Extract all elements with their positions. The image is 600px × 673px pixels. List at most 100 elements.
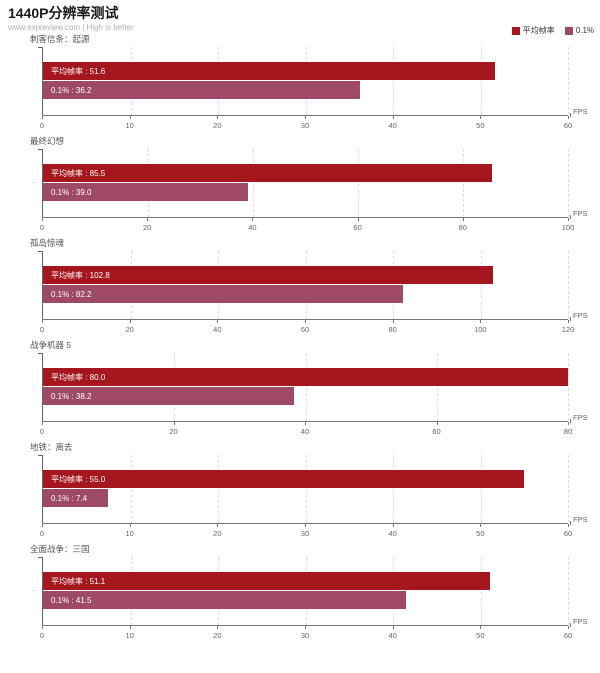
axis-tick-label: 30 <box>300 529 310 538</box>
axis-tick <box>480 116 482 119</box>
axis-tick-label: 0 <box>39 223 45 232</box>
axis-tick-label: 0 <box>39 631 45 640</box>
low-fps-bar: 0.1% : 38.2 <box>43 387 294 405</box>
low-fps-bar: 0.1% : 41.5 <box>43 591 407 609</box>
axis-tick-label: 10 <box>125 631 134 640</box>
axis-tick <box>392 320 394 323</box>
axis-tick-label: 0 <box>39 325 45 334</box>
axis-tick <box>568 320 569 323</box>
axis-tick-label: 40 <box>388 529 397 538</box>
axis-tick <box>480 524 482 527</box>
axis-tick <box>217 524 219 527</box>
axis-tick-label: 60 <box>563 121 573 130</box>
bar-value-label: 0.1% : 7.4 <box>51 493 88 503</box>
axis-unit-label: FPS <box>570 515 588 525</box>
bar-group: 平均帧率 : 55.0 0.1% : 7.4 <box>43 470 568 508</box>
axis-tick <box>568 422 569 425</box>
axis-tick <box>568 218 569 221</box>
axis-tick <box>480 626 482 629</box>
axis-tick-label: 100 <box>561 223 575 232</box>
gridline <box>568 455 569 523</box>
axis-tick-label: 120 <box>561 325 575 334</box>
x-axis: 0 10 20 30 40 50 60 FPS <box>39 515 588 545</box>
axis-tick <box>147 218 149 221</box>
bar-value-label: 0.1% : 36.2 <box>51 85 92 95</box>
axis-tick <box>129 320 131 323</box>
axis-tick <box>436 422 438 425</box>
axis-tick-label: 40 <box>300 427 310 436</box>
x-axis: 0 10 20 30 40 50 60 FPS <box>39 107 588 137</box>
gridline <box>568 353 569 421</box>
axis-tick-label: 40 <box>388 631 397 640</box>
plot-area: 平均帧率 : 80.0 0.1% : 38.2 <box>38 353 569 421</box>
bar-value-label: 平均帧率 : 80.0 <box>51 372 106 382</box>
bar-value-label: 平均帧率 : 85.5 <box>51 168 106 178</box>
axis-tick-label: 20 <box>169 427 178 436</box>
low-fps-bar: 0.1% : 36.2 <box>43 81 360 99</box>
axis-tick <box>392 626 394 629</box>
axis-tick-label: 80 <box>563 427 573 436</box>
gridline <box>480 455 482 523</box>
bar-group: 平均帧率 : 51.1 0.1% : 41.5 <box>43 572 568 610</box>
legend-swatch-low-icon <box>564 26 573 35</box>
avg-fps-bar: 平均帧率 : 55.0 <box>43 470 525 488</box>
bar-value-label: 0.1% : 38.2 <box>51 391 92 401</box>
axis-tick <box>42 422 43 425</box>
chart-block-2: 孤岛惊魂 平均帧率 : 102.8 0.1% : 82.2 0 20 40 60 80 100 1… <box>0 238 600 340</box>
chart-header: 1440P分辨率测试 www.expreview.com | High is b… <box>0 0 600 36</box>
legend: 平均帧率 0.1% <box>511 25 594 36</box>
bar-value-label: 平均帧率 : 55.0 <box>51 474 106 484</box>
axis-tick <box>252 218 254 221</box>
gridline <box>568 149 569 217</box>
axis-tick-label: 0 <box>39 427 45 436</box>
axis-tick <box>217 626 219 629</box>
plot-area: 平均帧率 : 55.0 0.1% : 7.4 <box>38 455 569 523</box>
chart-title: 战争机器 5 <box>30 340 72 350</box>
axis-tick-label: 50 <box>476 121 485 130</box>
axis-tick <box>42 626 43 629</box>
axis-tick-label: 60 <box>353 223 362 232</box>
axis-tick-label: 50 <box>476 529 485 538</box>
chart-title: 全面战争：三国 <box>30 544 90 554</box>
avg-fps-bar: 平均帧率 : 80.0 <box>43 368 568 386</box>
gridline <box>480 251 482 319</box>
avg-fps-bar: 平均帧率 : 102.8 <box>43 266 493 284</box>
gridline <box>436 353 438 421</box>
axis-tick <box>305 320 306 323</box>
axis-tick <box>305 422 306 425</box>
axis-tick <box>568 524 569 527</box>
avg-fps-bar: 平均帧率 : 51.6 <box>43 62 495 80</box>
axis-tick <box>305 116 306 119</box>
axis-tick <box>42 218 43 221</box>
x-axis: 0 10 20 30 40 50 60 FPS <box>39 617 588 647</box>
chart-block-3: 战争机器 5 平均帧率 : 80.0 0.1% : 38.2 0 20 40 60 80 FPS <box>0 340 600 442</box>
axis-tick-label: 80 <box>458 223 467 232</box>
axis-tick-label: 20 <box>143 223 152 232</box>
gridline <box>480 47 482 115</box>
axis-tick-label: 60 <box>300 325 310 334</box>
gridline <box>218 455 219 523</box>
axis-tick <box>568 116 569 119</box>
gridline <box>568 557 569 625</box>
legend-swatch-avg-icon <box>511 26 520 35</box>
bar-value-label: 0.1% : 39.0 <box>51 187 92 197</box>
plot-area: 平均帧率 : 51.1 0.1% : 41.5 <box>38 557 569 625</box>
bar-value-label: 平均帧率 : 51.6 <box>51 66 106 76</box>
axis-tick-label: 0 <box>39 121 45 130</box>
axis-tick <box>42 320 43 323</box>
axis-unit-label: FPS <box>570 617 588 627</box>
plot-area: 平均帧率 : 51.6 0.1% : 36.2 <box>38 47 569 115</box>
chart-block-1: 最终幻想 平均帧率 : 85.5 0.1% : 39.0 0 20 40 60 80 100 FP… <box>0 136 600 238</box>
gridline <box>305 455 307 523</box>
x-axis: 0 20 40 60 80 100 120 FPS <box>39 311 588 341</box>
x-axis: 0 20 40 60 80 FPS <box>39 413 588 443</box>
axis-tick-label: 40 <box>213 325 222 334</box>
axis-tick-label: 60 <box>432 427 441 436</box>
axis-tick-label: 0 <box>39 529 45 538</box>
axis-unit-label: FPS <box>570 311 588 321</box>
bar-group: 平均帧率 : 85.5 0.1% : 39.0 <box>43 164 568 202</box>
axis-tick <box>568 626 569 629</box>
axis-unit-label: FPS <box>570 107 588 117</box>
page-title: 1440P分辨率测试 <box>8 5 119 21</box>
axis-unit-label: FPS <box>570 209 588 219</box>
